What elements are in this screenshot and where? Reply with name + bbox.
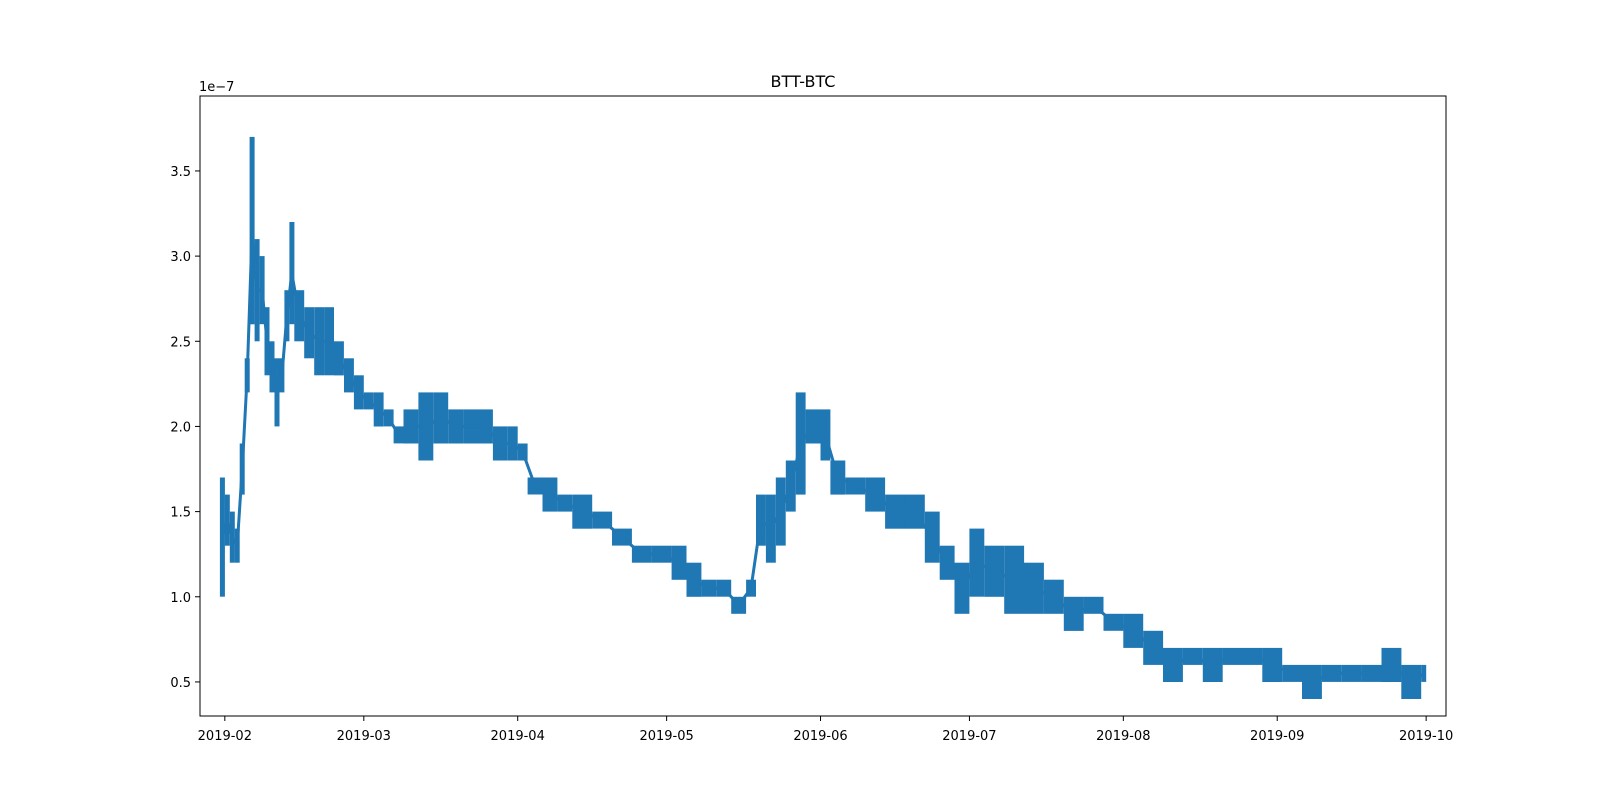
x-tick-label: 2019-05 bbox=[639, 729, 693, 744]
y-tick-label: 0.5 bbox=[170, 676, 191, 691]
y-axis: 0.5 1.0 1.5 2.0 2.5 3.0 3.5 bbox=[170, 165, 200, 691]
x-tick-label: 2019-09 bbox=[1250, 729, 1304, 744]
x-tick-label: 2019-06 bbox=[793, 729, 847, 744]
y-tick-label: 2.0 bbox=[170, 420, 191, 435]
plot-area bbox=[219, 136, 1427, 699]
chart-title: BTT-BTC bbox=[771, 72, 836, 91]
y-tick-label: 3.5 bbox=[170, 165, 191, 180]
price-line bbox=[220, 230, 1425, 684]
price-series bbox=[219, 136, 1427, 699]
x-tick-label: 2019-04 bbox=[491, 729, 545, 744]
x-tick-label: 2019-08 bbox=[1096, 729, 1150, 744]
x-tick-label: 2019-03 bbox=[337, 729, 391, 744]
axes-frame bbox=[199, 95, 1447, 717]
y-tick-label: 2.5 bbox=[170, 335, 191, 350]
y-axis-offset-label: 1e−7 bbox=[199, 80, 234, 95]
x-axis: 2019-02 2019-03 2019-04 2019-05 2019-06 2019-… bbox=[198, 716, 1453, 744]
x-tick-label: 2019-10 bbox=[1399, 729, 1453, 744]
y-tick-label: 1.0 bbox=[170, 591, 191, 606]
y-tick-label: 1.5 bbox=[170, 506, 191, 521]
y-tick-label: 3.0 bbox=[170, 250, 191, 265]
x-tick-label: 2019-02 bbox=[198, 729, 252, 744]
x-tick-label: 2019-07 bbox=[942, 729, 996, 744]
